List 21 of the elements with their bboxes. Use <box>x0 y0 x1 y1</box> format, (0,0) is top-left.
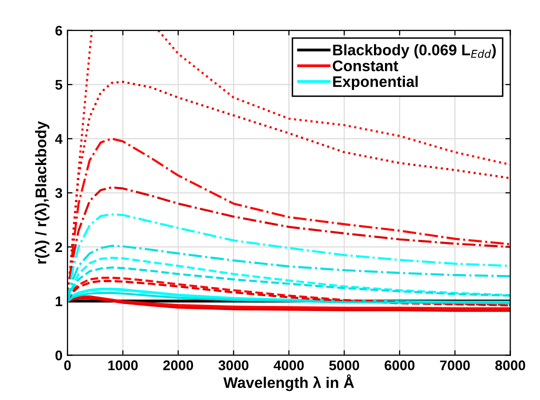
x-axis-title: Wavelength λ in Å <box>223 374 354 392</box>
y-tick-label: 4 <box>55 134 63 144</box>
x-tick-label: 5000 <box>329 360 360 370</box>
legend-label: Constant <box>332 60 398 72</box>
y-tick-label: 5 <box>55 80 62 90</box>
x-tick-label: 3000 <box>218 360 248 370</box>
y-tick-label: 0 <box>55 350 62 360</box>
legend-label: Exponential <box>333 76 418 90</box>
x-tick-label: 4000 <box>274 360 304 370</box>
y-tick-label: 1 <box>56 296 62 306</box>
y-tick-label: 3 <box>55 188 62 198</box>
x-tick-label: 2000 <box>163 360 194 370</box>
x-tick-label: 0 <box>64 360 71 370</box>
x-tick-label: 6000 <box>384 360 414 370</box>
x-tick-label: 1000 <box>108 360 138 370</box>
y-tick-label: 2 <box>55 242 62 252</box>
y-axis-title: r(λ) / r(λ),Blackbody <box>34 121 50 264</box>
x-tick-label: 7000 <box>440 360 470 370</box>
x-tick-label: 8000 <box>495 360 526 370</box>
legend-label: Blackbody (0.069 L$_{Edd}$) <box>333 44 496 58</box>
y-tick-label: 6 <box>55 26 62 36</box>
